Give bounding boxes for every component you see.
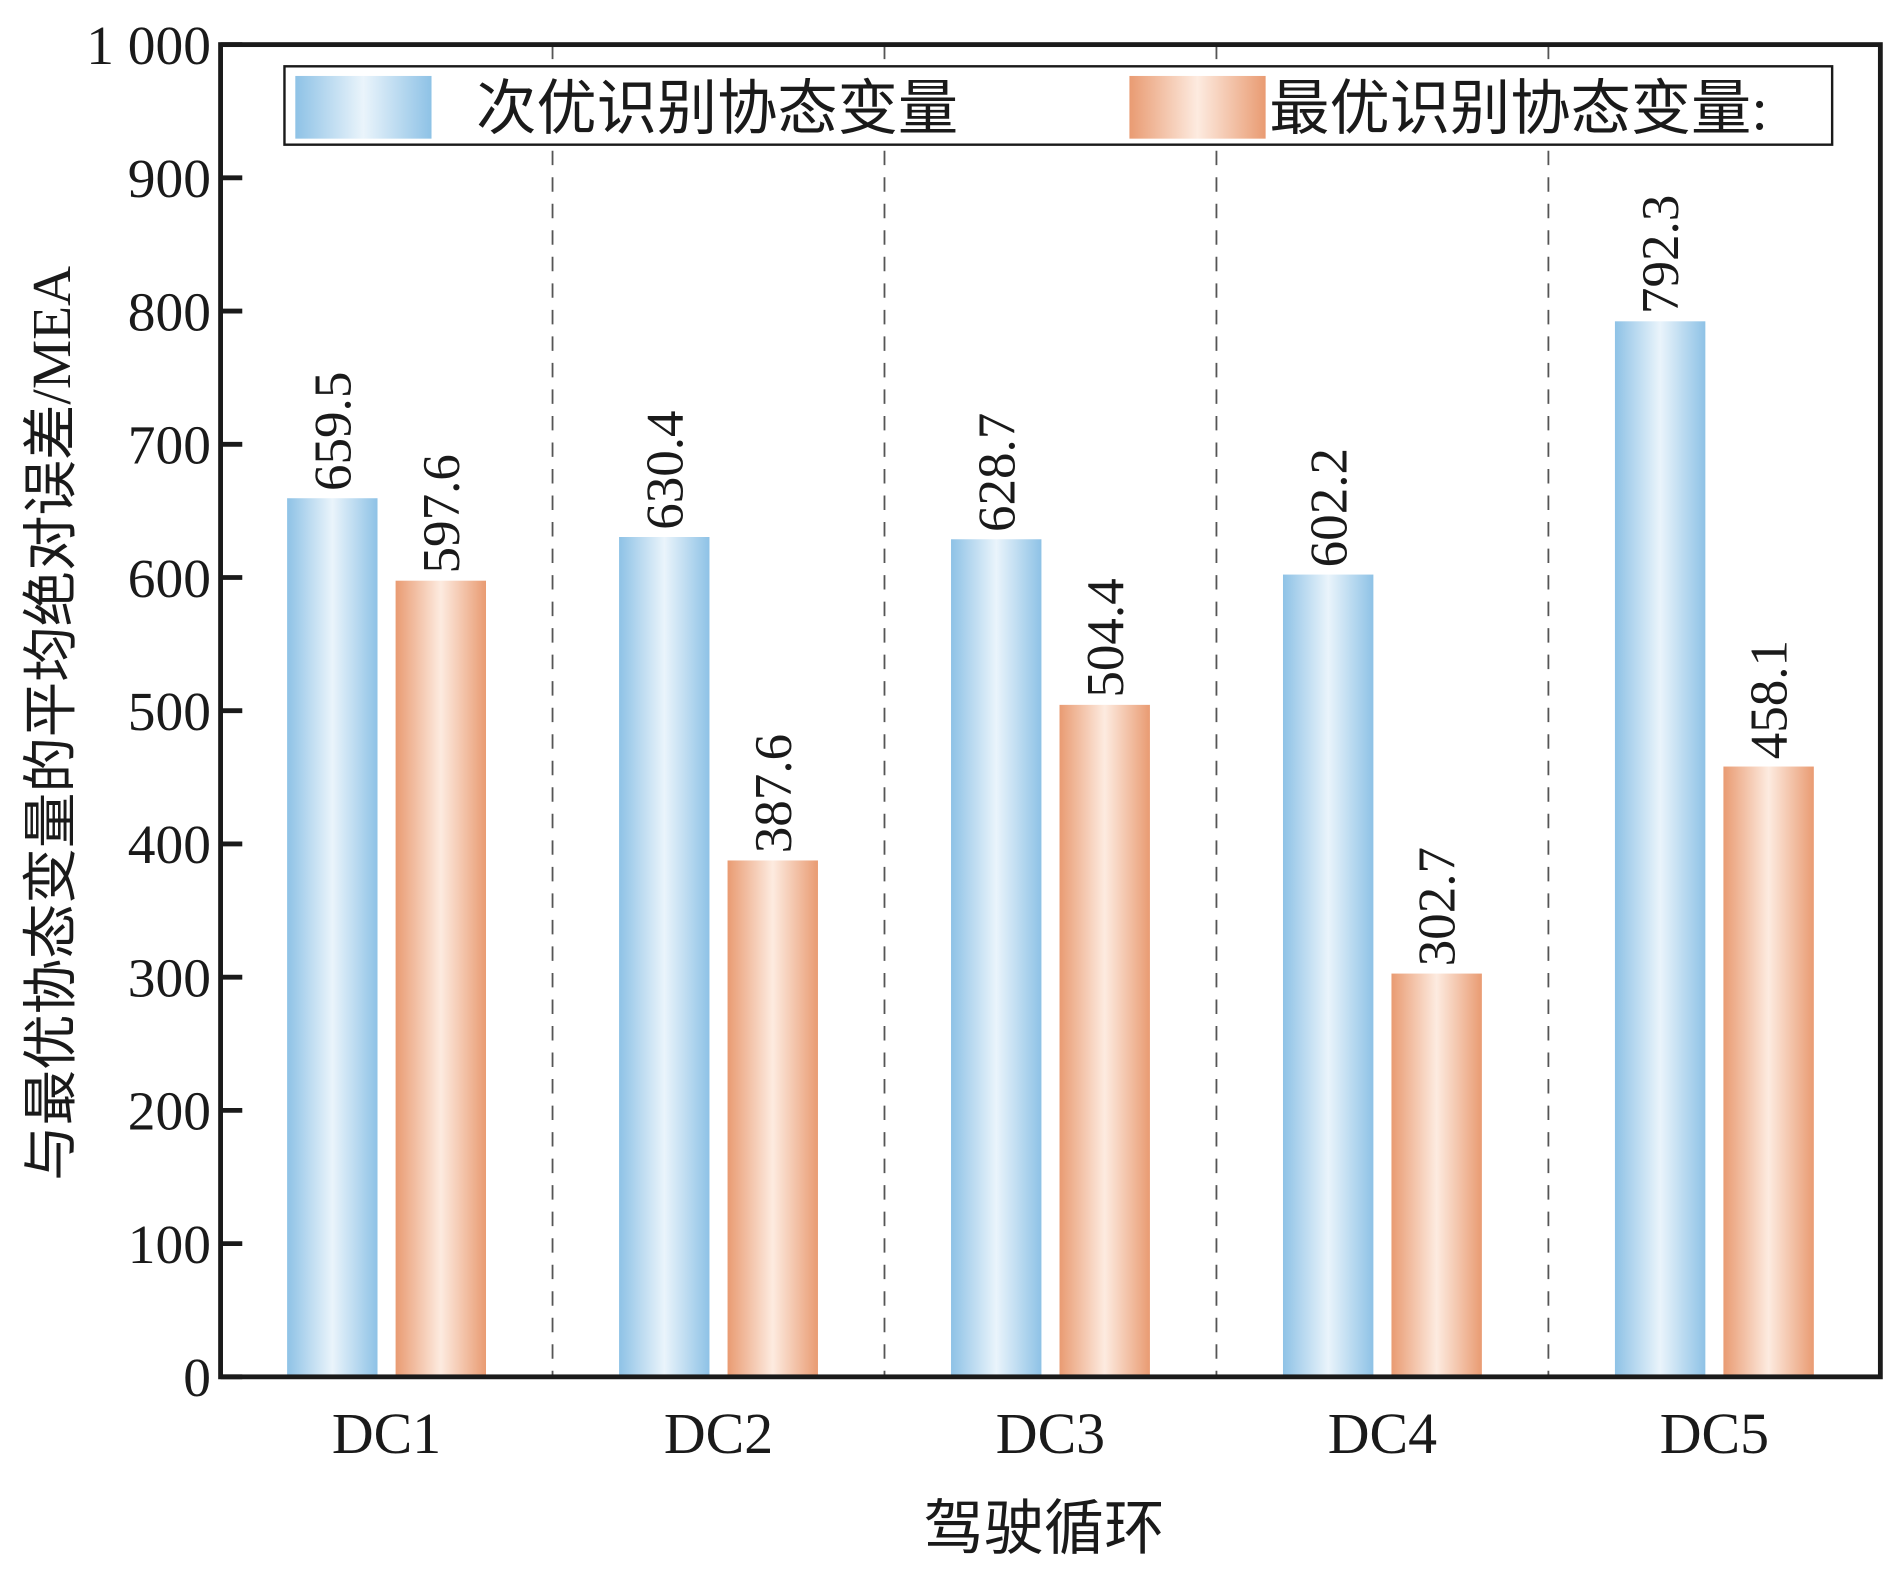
x-tick-label: DC3	[996, 1401, 1105, 1466]
legend-label-suboptimal: 次优识别协态变量	[476, 76, 958, 143]
y-tick-label: 600	[128, 548, 211, 609]
y-tick-label: 0	[183, 1347, 211, 1408]
x-tick-label: DC2	[664, 1401, 773, 1466]
y-tick-label: 700	[128, 415, 211, 476]
y-tick-label: 900	[128, 148, 211, 209]
data-label: 458.1	[1741, 640, 1799, 759]
y-tick-label: 400	[128, 814, 211, 875]
y-tick-label: 1 000	[86, 15, 211, 76]
data-label: 602.2	[1300, 448, 1358, 567]
y-tick-label: 100	[128, 1214, 211, 1275]
bar-DC3-suboptimal	[951, 539, 1042, 1377]
legend: 次优识别协态变量 最优识别协态变量:	[283, 65, 1834, 146]
x-tick-label: DC4	[1328, 1401, 1437, 1466]
legend-label-optimal: 最优识别协态变量:	[1269, 76, 1768, 143]
data-label: 630.4	[636, 410, 694, 529]
y-tick-label: 500	[128, 681, 211, 742]
data-label: 302.7	[1409, 847, 1467, 966]
y-tick-label: 300	[128, 947, 211, 1008]
bar-DC1-suboptimal	[287, 498, 378, 1377]
bar-DC5-optimal	[1723, 766, 1814, 1377]
y-tick-label: 200	[128, 1081, 211, 1142]
bar-DC4-optimal	[1391, 973, 1482, 1377]
data-label: 659.5	[304, 372, 362, 491]
legend-swatch-optimal	[1129, 75, 1266, 139]
y-axis-title: 与最优协态变量的平均绝对误差/MEA	[21, 266, 82, 1181]
data-label: 628.7	[968, 413, 1026, 532]
bar-DC2-suboptimal	[619, 536, 710, 1377]
legend-swatch-suboptimal	[295, 75, 432, 139]
bar-DC2-optimal	[727, 860, 818, 1377]
bar-DC1-optimal	[395, 580, 486, 1377]
bar-DC5-suboptimal	[1614, 321, 1706, 1377]
data-label: 504.4	[1077, 578, 1135, 697]
data-label: 387.6	[745, 734, 803, 853]
bar-DC4-suboptimal	[1282, 574, 1374, 1377]
data-label: 792.3	[1632, 195, 1690, 314]
legend-box	[283, 65, 1834, 146]
x-tick-label: DC1	[332, 1401, 441, 1466]
bar-DC3-optimal	[1059, 704, 1150, 1377]
x-axis-title: 驾驶循环	[923, 1496, 1164, 1563]
y-tick-label: 800	[128, 281, 211, 342]
x-tick-label: DC5	[1660, 1401, 1769, 1466]
data-label: 597.6	[413, 454, 471, 573]
